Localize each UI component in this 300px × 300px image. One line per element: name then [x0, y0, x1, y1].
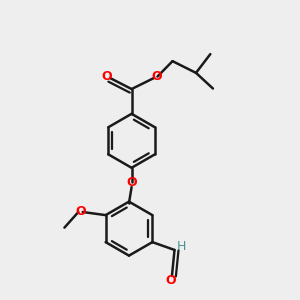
Text: O: O [165, 274, 176, 287]
Text: O: O [102, 70, 112, 83]
Text: H: H [177, 240, 186, 254]
Text: O: O [151, 70, 161, 83]
Text: O: O [126, 176, 137, 189]
Text: O: O [75, 205, 86, 218]
